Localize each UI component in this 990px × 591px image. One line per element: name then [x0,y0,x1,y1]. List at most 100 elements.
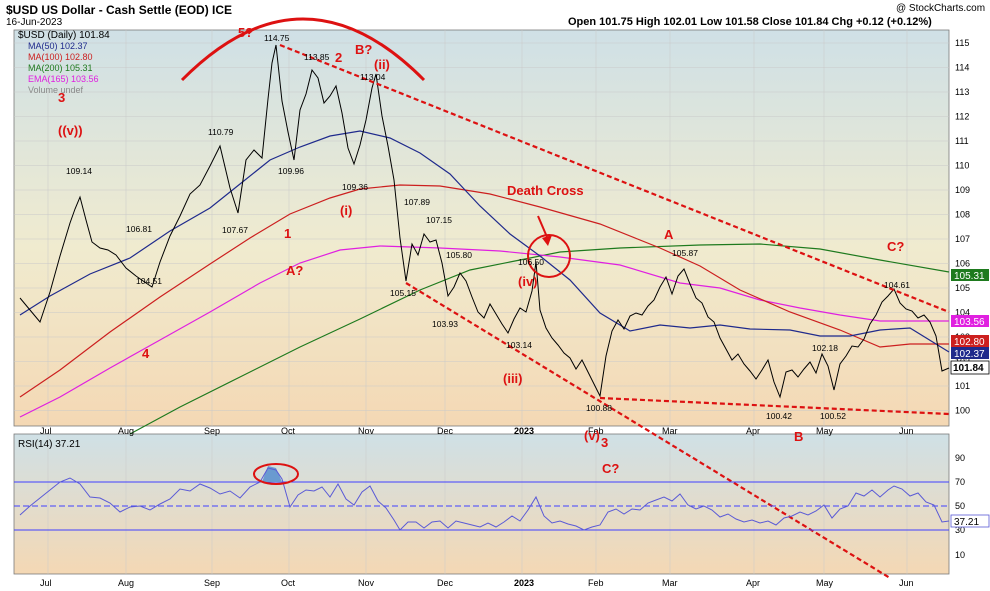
month-tick-label: 2023 [514,578,534,588]
price-label: 100.42 [766,411,792,421]
price-tick-label: 100 [955,406,970,416]
ma200-line [129,243,950,435]
price-label: 102.18 [812,343,838,353]
price-label: 105.15 [390,288,416,298]
rsi-tick-label: 90 [955,453,965,463]
ohlc-readout: Open 101.75 High 102.01 Low 101.58 Close… [568,16,932,28]
rsi-panel [13,433,950,575]
month-axis-bottom: Jul Aug Sep Oct Nov Dec 2023 Feb Mar Apr May Jun [40,578,914,588]
price-label: 100.88 [586,403,612,413]
wave-label: 1 [284,226,291,241]
month-tick-label: 2023 [514,426,534,436]
death-cross-arrow [537,215,548,238]
legend-ma100: MA(100) 102.80 [28,52,93,62]
wave-label: (iii) [503,371,523,386]
month-tick-label: Nov [358,578,375,588]
top-arc [180,17,426,82]
ma200-tag: 105.31 [954,271,985,282]
price-tick-label: 108 [955,210,970,220]
month-tick-label: Mar [662,426,678,436]
price-label: 103.14 [506,340,532,350]
price-label: 107.67 [222,225,248,235]
month-tick-label: Sep [204,578,220,588]
month-tick-label: Apr [746,578,760,588]
wave-label: (v) [584,428,600,443]
price-label: 114.75 [264,33,290,43]
price-tick-label: 104 [955,308,970,318]
price-label: 106.81 [126,224,152,234]
legend-main: $USD (Daily) 101.84 [18,30,110,41]
rsi-overbought-circle [253,463,299,485]
price-labels: 114.75 113.85 113.04 110.79 109.96 109.3… [66,33,910,421]
grid [14,30,949,574]
price-series [19,44,950,399]
month-tick-label: Jun [899,426,914,436]
price-label: 109.36 [342,182,368,192]
price-label: 107.15 [426,215,452,225]
price-tick-label: 101 [955,381,970,391]
ma50-line [19,130,950,353]
wave-label: 3 [601,435,608,450]
month-tick-label: Feb [588,578,604,588]
month-tick-label: May [816,578,834,588]
month-axis-top: Jul Aug Sep Oct Nov Dec 2023 Feb Mar Apr May Jun [40,426,914,436]
price-label: 103.93 [432,319,458,329]
month-tick-label: Jul [40,578,52,588]
rsi-tick-label: 50 [955,501,965,511]
close-tag: 101.84 [953,363,984,374]
chart-date: 16-Jun-2023 [6,17,63,28]
price-tick-label: 113 [955,87,969,97]
price-tick-label: 110 [955,161,969,171]
watermark: @ StockCharts.com [896,3,986,14]
month-tick-label: Dec [437,578,454,588]
price-label: 105.87 [672,248,698,258]
price-tick-label: 105 [955,283,970,293]
wave-label: (i) [340,203,352,218]
rsi-series [19,467,950,531]
wave-label: A [664,227,674,242]
chart-title: $USD US Dollar - Cash Settle (EOD) ICE [6,3,233,17]
price-tick-label: 114 [955,63,969,73]
ma200-tag-bg [951,269,989,281]
wave-label: 4 [142,346,150,361]
rsi-label: RSI(14) 37.21 [18,439,81,450]
price-label: 104.61 [884,280,910,290]
price-label: 109.96 [278,166,304,176]
price-label: 109.14 [66,166,92,176]
price-panel [13,29,950,427]
price-tick-label: 115 [955,38,969,48]
base-trendline [599,396,950,416]
month-tick-label: Oct [281,578,296,588]
death-cross-arrow-head [542,235,552,246]
rsi-tick-label: 30 [955,525,965,535]
price-tick-label: 111 [955,136,969,146]
ma100-tag-bg [951,335,989,347]
month-tick-label: Apr [746,426,760,436]
wave-annotations: Death Cross 5? 2 B? (ii) 3 ((v)) 1 (i) A… [58,25,904,476]
rsi-tick-label: 10 [955,550,965,560]
price-tick-label: 107 [955,234,970,244]
month-tick-label: May [816,426,834,436]
ema165-tag-bg [951,315,989,327]
wave-label: 5? [238,25,253,40]
close-tag-bg [950,360,990,375]
price-tick-label: 112 [955,112,969,122]
wave-label: (ii) [374,57,390,72]
month-tick-label: Dec [437,426,454,436]
price-tick-label: 106 [955,259,970,269]
ma50-tag-bg [951,347,989,359]
rsi-tag-bg [950,514,990,528]
price-label: 105.80 [446,250,472,260]
legend-volume: Volume undef [28,85,84,95]
price-label: 110.79 [208,127,234,137]
legend-ema165: EMA(165) 103.56 [28,74,99,84]
month-tick-label: Mar [662,578,678,588]
rsi-tag: 37.21 [954,517,979,528]
month-tick-label: Aug [118,426,134,436]
wave-label: 3 [58,90,65,105]
wave-label: (iv) [518,274,538,289]
wave-label: C? [887,239,904,254]
price-tick-label: 109 [955,185,970,195]
price-label: 100.52 [820,411,846,421]
